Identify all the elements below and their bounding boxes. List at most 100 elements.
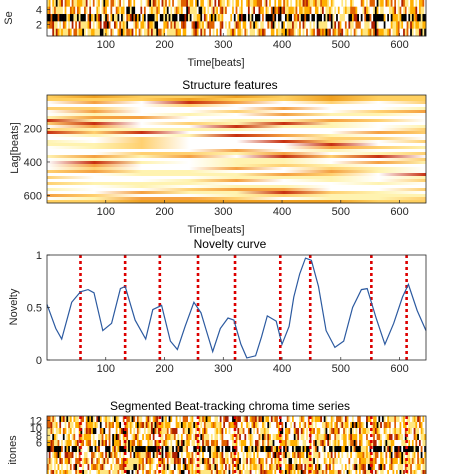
heatmap-cell bbox=[293, 464, 296, 471]
heatmap-cell bbox=[235, 0, 238, 7]
heatmap-cell bbox=[387, 458, 390, 465]
heatmap-cell bbox=[390, 446, 393, 453]
heatmap-cell bbox=[73, 470, 76, 474]
heatmap-cell bbox=[131, 470, 134, 474]
heatmap-cell bbox=[394, 470, 397, 474]
heatmap-cell bbox=[232, 422, 235, 429]
heatmap-cell bbox=[371, 14, 374, 22]
heatmap-cell bbox=[69, 440, 72, 447]
heatmap-cell bbox=[249, 422, 252, 429]
heatmap-cell bbox=[200, 21, 203, 29]
heatmap-cell bbox=[94, 0, 97, 7]
heatmap-cell bbox=[348, 470, 351, 474]
heatmap-cell bbox=[172, 464, 175, 471]
heatmap-cell bbox=[205, 428, 208, 435]
heatmap-cell bbox=[50, 6, 53, 15]
heatmap-cell bbox=[156, 434, 159, 441]
heatmap-cell bbox=[119, 14, 122, 22]
heatmap-cell bbox=[142, 416, 145, 423]
heatmap-cell bbox=[353, 14, 356, 22]
heatmap-cell bbox=[380, 434, 383, 441]
heatmap-cell bbox=[367, 21, 370, 29]
heatmap-cell bbox=[401, 458, 404, 465]
heatmap-cell bbox=[251, 14, 254, 22]
heatmap-cell bbox=[378, 440, 381, 447]
heatmap-cell bbox=[378, 428, 381, 435]
heatmap-cell bbox=[64, 470, 67, 474]
heatmap-cell bbox=[397, 470, 400, 474]
heatmap-cell bbox=[188, 416, 191, 423]
heatmap-cell bbox=[223, 452, 226, 459]
heatmap-cell bbox=[380, 440, 383, 447]
heatmap-cell bbox=[196, 446, 199, 453]
heatmap-cell bbox=[420, 28, 423, 37]
heatmap-cell bbox=[232, 440, 235, 447]
heatmap-cell bbox=[385, 21, 388, 29]
heatmap-cell bbox=[255, 458, 258, 465]
heatmap-cell bbox=[154, 464, 157, 471]
heatmap-cell bbox=[75, 470, 78, 474]
heatmap-cell bbox=[119, 458, 122, 465]
heatmap-cell bbox=[226, 0, 229, 7]
heatmap-cell bbox=[145, 434, 148, 441]
heatmap-cell bbox=[367, 422, 370, 429]
heatmap-cell bbox=[270, 28, 273, 37]
heatmap-cell bbox=[64, 452, 67, 459]
heatmap-cell bbox=[189, 428, 192, 435]
heatmap-cell bbox=[92, 470, 95, 474]
heatmap-cell bbox=[110, 416, 113, 423]
heatmap-cell bbox=[417, 458, 420, 465]
heatmap-cell bbox=[233, 428, 236, 435]
heatmap-cell bbox=[321, 21, 325, 29]
heatmap-cell bbox=[415, 440, 418, 447]
heatmap-cell bbox=[362, 416, 365, 423]
heatmap-cell bbox=[346, 464, 349, 471]
heatmap-cell bbox=[263, 21, 266, 29]
heatmap-cell bbox=[124, 464, 127, 471]
heatmap-cell bbox=[288, 416, 291, 423]
heatmap-cell bbox=[362, 6, 365, 15]
heatmap-cell bbox=[165, 446, 168, 453]
heatmap-cell bbox=[66, 428, 69, 435]
heatmap-cell bbox=[270, 14, 273, 22]
heatmap-cell bbox=[334, 0, 337, 7]
heatmap-cell bbox=[193, 0, 196, 7]
heatmap-cell bbox=[202, 458, 205, 465]
heatmap-cell bbox=[343, 434, 346, 441]
heatmap-cell bbox=[149, 434, 152, 441]
heatmap-cell bbox=[281, 428, 284, 435]
heatmap-cell bbox=[258, 416, 261, 423]
heatmap-cell bbox=[121, 458, 124, 465]
heatmap-cell bbox=[233, 6, 236, 15]
heatmap-cell bbox=[337, 14, 340, 22]
heatmap-cell bbox=[129, 470, 132, 474]
heatmap-cell bbox=[221, 14, 224, 22]
heatmap-cell bbox=[57, 6, 60, 15]
heatmap-cell bbox=[71, 0, 74, 7]
heatmap-cell bbox=[61, 28, 64, 37]
heatmap-cell bbox=[163, 21, 166, 29]
heatmap-cell bbox=[321, 464, 325, 471]
heatmap-cell bbox=[198, 458, 201, 465]
heatmap-cell bbox=[151, 458, 154, 465]
heatmap-cell bbox=[98, 422, 101, 429]
heatmap-cell bbox=[54, 434, 57, 441]
heatmap-cell bbox=[117, 464, 120, 471]
heatmap-cell bbox=[253, 28, 256, 37]
heatmap-cell bbox=[277, 434, 280, 441]
heatmap-cell bbox=[341, 0, 344, 7]
heatmap-cell bbox=[223, 464, 226, 471]
heatmap-cell bbox=[401, 446, 404, 453]
heatmap-cell bbox=[394, 446, 397, 453]
heatmap-cell bbox=[387, 446, 390, 453]
heatmap-cell bbox=[399, 440, 402, 447]
heatmap-cell bbox=[226, 464, 229, 471]
heatmap-cell bbox=[61, 0, 64, 7]
heatmap-cell bbox=[149, 422, 152, 429]
heatmap-cell bbox=[293, 416, 296, 423]
heatmap-cell bbox=[64, 440, 67, 447]
heatmap-cell bbox=[189, 434, 192, 441]
heatmap-cell bbox=[235, 464, 238, 471]
heatmap-cell bbox=[103, 470, 106, 474]
heatmap-cell bbox=[292, 0, 295, 7]
